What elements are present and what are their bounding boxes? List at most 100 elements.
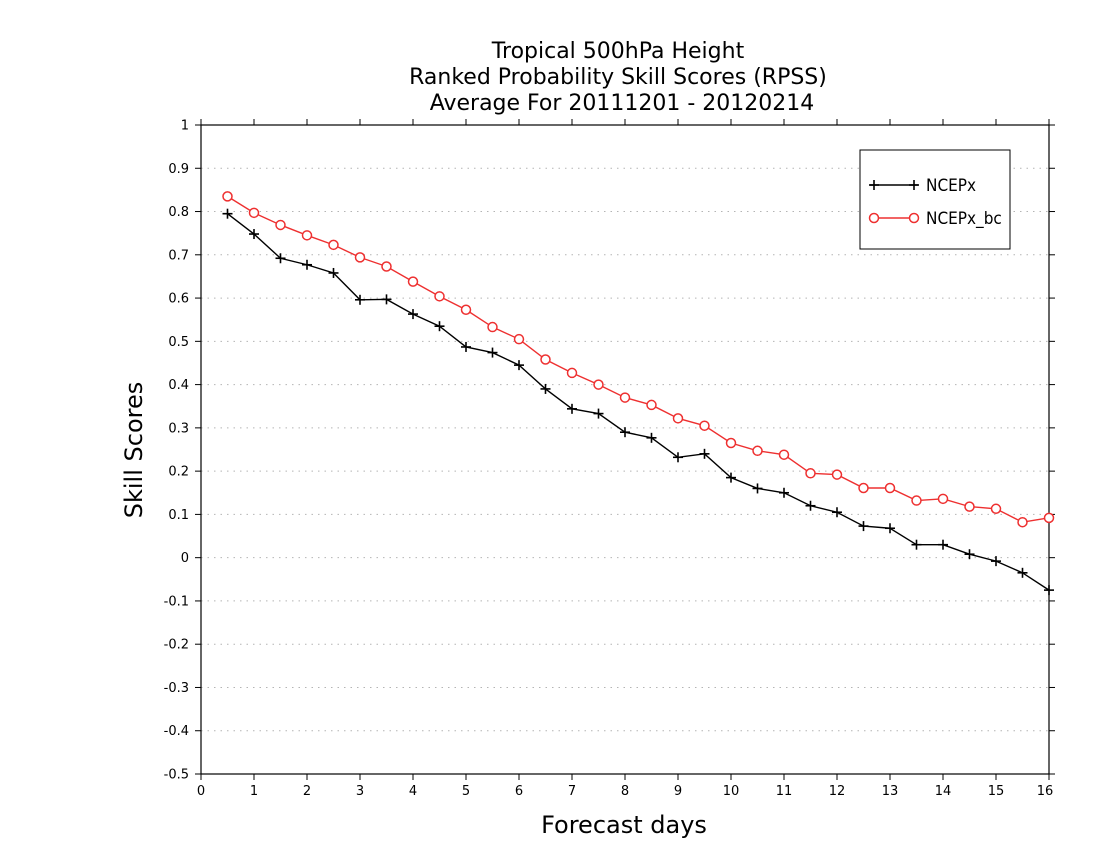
y-tick-label: 0.1 xyxy=(168,508,189,523)
y-axis-title: Skill Scores xyxy=(120,382,148,519)
data-point xyxy=(752,483,763,494)
data-point xyxy=(1044,585,1054,596)
data-point xyxy=(248,207,260,219)
data-point xyxy=(301,230,313,241)
y-tick-label: 0.3 xyxy=(168,421,189,436)
y-tick-label: -0.1 xyxy=(164,594,189,609)
x-tick-label: 12 xyxy=(829,784,846,799)
data-point xyxy=(752,445,763,457)
data-point xyxy=(514,360,524,371)
data-point xyxy=(858,482,869,494)
data-point xyxy=(619,392,631,403)
data-point xyxy=(778,449,790,460)
legend-item: NCEPx_bc xyxy=(868,209,1002,229)
data-point xyxy=(937,493,949,505)
y-tick-label: 0 xyxy=(181,551,189,566)
data-point xyxy=(434,321,445,332)
chart-title-line-2: Ranked Probability Skill Scores (RPSS) xyxy=(409,65,827,90)
series-NCEPx xyxy=(222,208,1054,596)
data-point xyxy=(355,294,365,305)
data-point xyxy=(222,208,233,219)
y-tick-label: 0.4 xyxy=(168,378,189,393)
data-point xyxy=(725,437,737,449)
data-point xyxy=(646,432,657,443)
y-tick-label: -0.4 xyxy=(164,724,189,739)
x-tick-label: 8 xyxy=(621,784,629,799)
axis-ticks: 1 0.9 0.8 0.7 0.6 0.5 0.4 0.3 0.2 0.1 0 -0.1 -0.2 -0.… xyxy=(164,119,1055,799)
x-tick-label: 7 xyxy=(568,784,576,799)
data-point xyxy=(328,267,339,278)
series-NCEPx_bc xyxy=(222,191,1055,528)
data-point xyxy=(805,500,816,511)
data-point xyxy=(805,468,816,479)
data-point xyxy=(1017,567,1028,578)
data-point xyxy=(408,309,418,320)
grid-lines xyxy=(201,167,1049,732)
y-tick-label: 0.8 xyxy=(168,205,189,220)
y-tick-label: -0.3 xyxy=(164,681,189,696)
plot-area: 1 0.9 0.8 0.7 0.6 0.5 0.4 0.3 0.2 0.1 0 -0.1 -0.2 -0.… xyxy=(164,119,1055,799)
x-axis-title: Forecast days xyxy=(541,811,707,839)
data-point xyxy=(964,501,975,512)
legend-marker xyxy=(909,180,919,190)
data-point xyxy=(275,219,286,231)
data-point xyxy=(726,472,736,483)
data-point xyxy=(354,252,366,263)
x-tick-label: 11 xyxy=(776,784,793,799)
y-tick-label: 0.2 xyxy=(168,465,189,480)
data-point xyxy=(673,452,683,463)
data-point xyxy=(566,367,578,379)
x-tick-label: 13 xyxy=(882,784,899,799)
data-point xyxy=(964,549,975,560)
x-tick-label: 14 xyxy=(935,784,952,799)
x-tick-label: 6 xyxy=(515,784,523,799)
data-point xyxy=(381,261,392,272)
x-tick-label: 3 xyxy=(356,784,364,799)
data-point xyxy=(434,291,445,302)
legend-label: NCEPx_bc xyxy=(926,209,1002,229)
x-tick-label: 4 xyxy=(409,784,417,799)
data-point xyxy=(593,408,604,419)
data-point xyxy=(831,469,843,480)
series-lines xyxy=(222,191,1055,596)
data-point xyxy=(832,507,842,518)
chart-legend: NCEPx NCEPx_bc xyxy=(859,149,1011,250)
data-point xyxy=(646,399,657,411)
chart-title-line-3: Average For 20111201 - 20120214 xyxy=(430,91,815,116)
y-tick-label: 0.5 xyxy=(168,335,189,350)
data-point xyxy=(938,539,948,550)
data-point xyxy=(249,229,259,240)
y-tick-label: -0.2 xyxy=(164,638,189,653)
chart-title-line-1: Tropical 500hPa Height xyxy=(491,39,745,64)
x-tick-label: 10 xyxy=(723,784,740,799)
x-tick-label: 9 xyxy=(674,784,682,799)
x-tick-label: 15 xyxy=(988,784,1005,799)
data-point xyxy=(487,347,498,358)
data-point xyxy=(779,487,789,498)
data-point xyxy=(593,379,604,390)
data-point xyxy=(487,321,498,333)
data-point xyxy=(381,294,392,305)
data-point xyxy=(1017,516,1028,528)
data-point xyxy=(275,253,286,264)
y-tick-label: 0.9 xyxy=(168,162,189,177)
data-point xyxy=(567,403,577,414)
data-point xyxy=(460,304,472,315)
data-point xyxy=(672,413,684,424)
data-point xyxy=(911,539,922,550)
data-point xyxy=(1043,512,1055,524)
data-point xyxy=(540,383,551,394)
x-tick-label: 5 xyxy=(462,784,470,799)
data-point xyxy=(911,495,922,506)
data-point xyxy=(885,523,895,534)
data-point xyxy=(858,521,869,532)
data-point xyxy=(461,341,471,352)
data-point xyxy=(513,333,525,345)
data-point xyxy=(302,259,312,270)
data-point xyxy=(407,276,419,287)
legend-label: NCEPx xyxy=(926,176,976,196)
data-point xyxy=(540,354,551,365)
data-point xyxy=(990,503,1002,515)
x-tick-label: 16 xyxy=(1037,784,1054,799)
